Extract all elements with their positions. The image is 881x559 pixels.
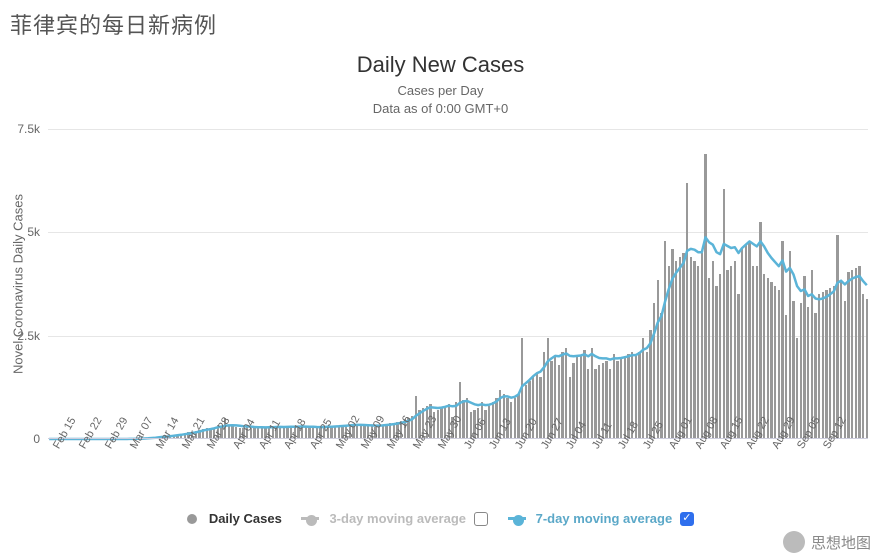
- y-tick-label: 2.5k: [6, 329, 40, 343]
- watermark-icon: [783, 531, 805, 553]
- ma7-checkbox[interactable]: [680, 512, 694, 526]
- page-title: 菲律宾的每日新病例: [0, 0, 881, 44]
- line-layer: [48, 129, 868, 439]
- plot-area: Novel Coronavirus Daily Cases 02.5k5k7.5…: [48, 129, 868, 439]
- x-axis-labels: Feb 15Feb 22Feb 29Mar 07Mar 14Mar 21Mar …: [48, 439, 868, 509]
- ma3-swatch-icon: [301, 517, 319, 520]
- y-tick-label: 7.5k: [6, 122, 40, 136]
- y-tick-label: 0: [6, 432, 40, 446]
- chart-subtitle-line1: Cases per Day: [398, 83, 484, 98]
- watermark-text: 思想地图: [811, 532, 871, 553]
- daily-swatch-icon: [187, 514, 197, 524]
- legend-ma7-label[interactable]: 7-day moving average: [536, 511, 673, 526]
- chart: Daily New Cases Cases per Day Data as of…: [10, 52, 871, 526]
- ma7-swatch-icon: [508, 517, 526, 520]
- y-tick-label: 5k: [6, 225, 40, 239]
- chart-subtitle: Cases per Day Data as of 0:00 GMT+0: [10, 82, 871, 117]
- legend-daily-label[interactable]: Daily Cases: [209, 511, 282, 526]
- watermark: 思想地图: [783, 531, 871, 553]
- legend-ma3-label[interactable]: 3-day moving average: [329, 511, 466, 526]
- ma3-checkbox[interactable]: [474, 512, 488, 526]
- chart-title: Daily New Cases: [10, 52, 871, 78]
- ma7-line[interactable]: [49, 237, 867, 439]
- y-axis-label: Novel Coronavirus Daily Cases: [11, 194, 26, 374]
- chart-subtitle-line2: Data as of 0:00 GMT+0: [373, 101, 508, 116]
- legend: Daily Cases 3-day moving average 7-day m…: [10, 511, 871, 526]
